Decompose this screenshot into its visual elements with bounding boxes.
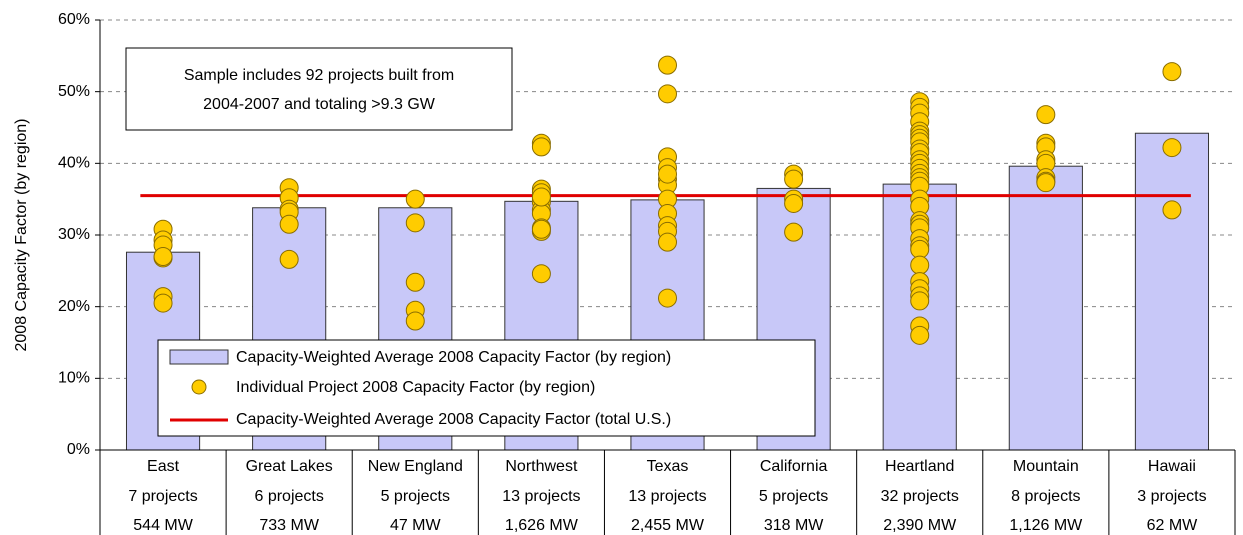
y-tick-label: 50% — [58, 83, 90, 100]
project-point — [279, 249, 299, 269]
x-tick-label: New England — [368, 458, 463, 475]
x-tick-label: Great Lakes — [246, 458, 333, 475]
category-capacity: 2,390 MW — [883, 517, 957, 534]
category-capacity: 1,126 MW — [1009, 517, 1083, 534]
y-tick-label: 30% — [58, 226, 90, 243]
annotation: Sample includes 92 projects built from — [184, 67, 454, 84]
category-projects: 13 projects — [502, 488, 580, 505]
legend-label: Capacity-Weighted Average 2008 Capacity … — [236, 349, 671, 366]
x-tick-label: Hawaii — [1148, 458, 1196, 475]
y-tick-label: 10% — [58, 370, 90, 387]
project-point — [1162, 138, 1182, 158]
project-point — [910, 255, 930, 275]
category-projects: 8 projects — [1011, 488, 1080, 505]
y-axis-label: 2008 Capacity Factor (by region) — [13, 119, 30, 352]
project-point — [784, 222, 804, 242]
x-tick-label: Mountain — [1013, 458, 1079, 475]
x-tick-label: Texas — [647, 458, 689, 475]
project-point — [153, 247, 173, 266]
project-point — [1162, 62, 1182, 82]
project-point — [1036, 173, 1056, 193]
x-tick-label: East — [147, 458, 180, 475]
legend-swatch — [191, 379, 207, 395]
project-point — [1162, 200, 1182, 220]
x-tick-label: California — [760, 458, 828, 475]
y-tick-label: 40% — [58, 155, 90, 172]
project-point — [658, 288, 677, 308]
project-point — [405, 213, 425, 233]
project-point — [531, 137, 551, 157]
category-capacity: 2,455 MW — [631, 517, 705, 534]
annotation: 2004-2007 and totaling >9.3 GW — [203, 96, 436, 113]
legend-label: Individual Project 2008 Capacity Factor … — [236, 379, 595, 396]
project-point — [531, 264, 551, 284]
category-projects: 5 projects — [759, 488, 828, 505]
project-point — [531, 187, 551, 207]
x-tick-label: Northwest — [505, 458, 578, 475]
y-tick-label: 20% — [58, 298, 90, 315]
legend-swatch — [169, 349, 229, 365]
category-capacity: 318 MW — [764, 517, 824, 534]
project-point — [658, 164, 677, 184]
project-point — [910, 325, 930, 345]
category-projects: 13 projects — [628, 488, 706, 505]
category-projects: 32 projects — [881, 488, 959, 505]
legend-label: Capacity-Weighted Average 2008 Capacity … — [236, 411, 671, 428]
y-tick-label: 0% — [67, 441, 90, 458]
category-capacity: 62 MW — [1147, 517, 1199, 534]
project-point — [279, 214, 299, 234]
project-point — [910, 291, 930, 311]
project-point — [405, 272, 425, 292]
project-point — [405, 189, 425, 209]
project-point — [153, 293, 173, 313]
category-capacity: 47 MW — [390, 517, 442, 534]
project-point — [658, 84, 677, 104]
category-projects: 7 projects — [128, 488, 197, 505]
category-projects: 3 projects — [1137, 488, 1206, 505]
x-tick-label: Heartland — [885, 458, 954, 475]
category-capacity: 1,626 MW — [505, 517, 579, 534]
annotation-box — [125, 47, 513, 131]
project-point — [784, 169, 804, 189]
category-capacity: 733 MW — [259, 517, 319, 534]
bar — [1134, 132, 1210, 451]
y-tick-label: 60% — [58, 11, 90, 28]
category-capacity: 544 MW — [133, 517, 193, 534]
project-point — [658, 232, 677, 252]
project-point — [405, 311, 425, 331]
bar — [1008, 165, 1083, 451]
category-projects: 6 projects — [254, 488, 323, 505]
project-point — [531, 219, 551, 239]
project-point — [784, 193, 804, 213]
project-point — [658, 55, 677, 75]
project-point — [1036, 105, 1056, 125]
category-projects: 5 projects — [381, 488, 450, 505]
legend-box — [157, 339, 816, 437]
